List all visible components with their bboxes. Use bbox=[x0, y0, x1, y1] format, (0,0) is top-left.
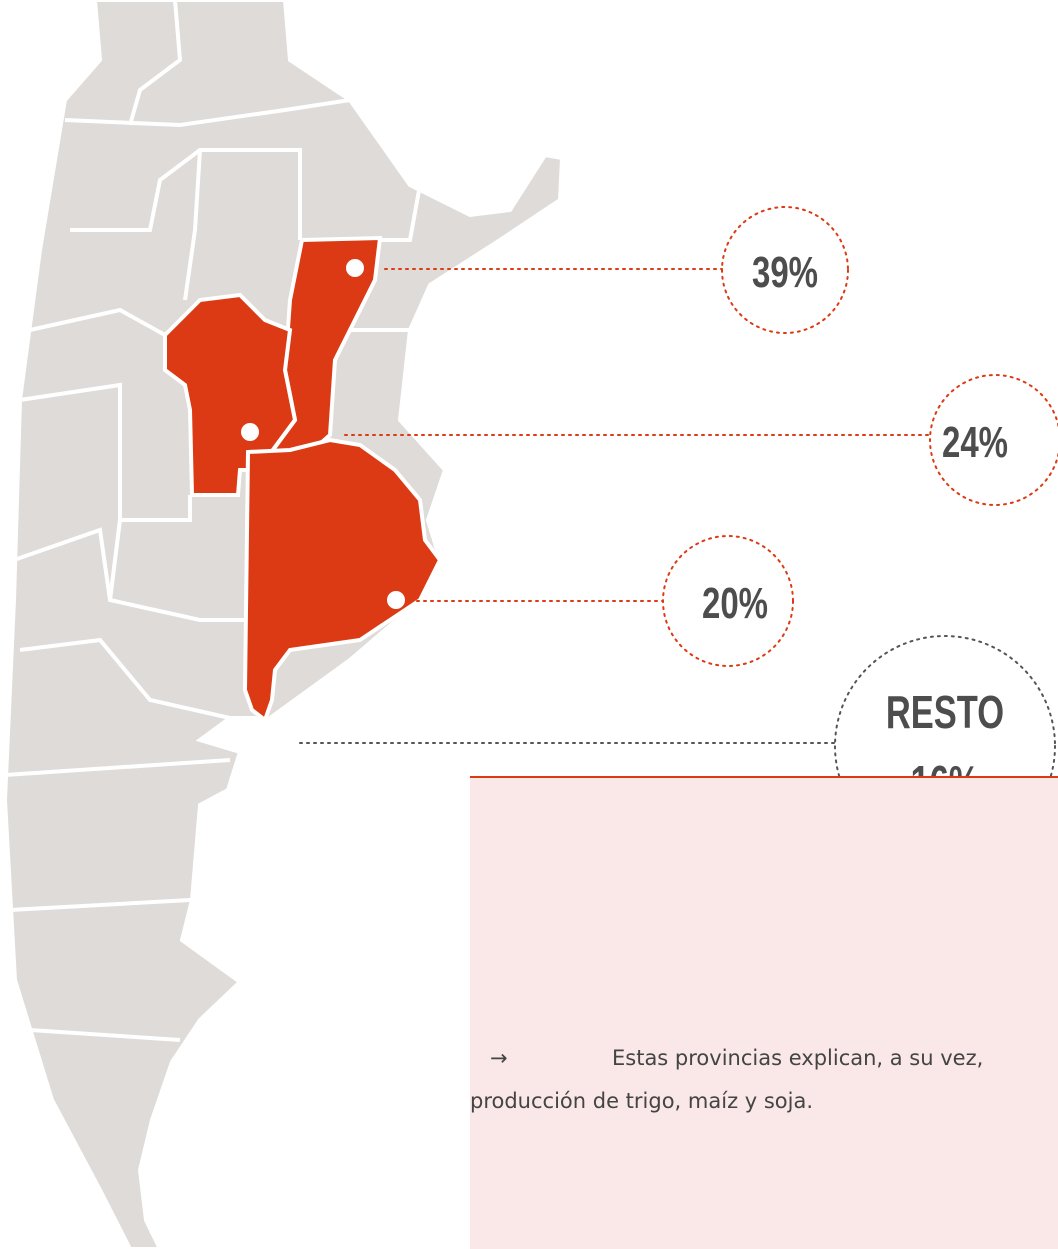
marker bbox=[241, 423, 259, 441]
marker bbox=[387, 591, 405, 609]
callout-title: RESTO bbox=[886, 686, 1004, 738]
leader-lines bbox=[299, 206, 1058, 857]
marker bbox=[346, 259, 364, 277]
callout-circle bbox=[721, 206, 849, 334]
callout-circle bbox=[834, 635, 1056, 857]
callout-circle bbox=[929, 374, 1058, 506]
callout-label: 20% bbox=[702, 580, 768, 629]
highlighted-provinces bbox=[163, 235, 443, 724]
note-arrow: → bbox=[490, 1046, 508, 1070]
note-background bbox=[470, 777, 1058, 1249]
callout-label: 39% bbox=[752, 249, 818, 298]
province-borders bbox=[4, 0, 422, 1042]
callout-label: 24% bbox=[942, 419, 1008, 468]
province-buenos-aires bbox=[242, 437, 443, 724]
note-line: Estas provincias explican, a su vez, bbox=[612, 1046, 983, 1070]
note-line: producción de trigo, maíz y soja. bbox=[470, 1089, 813, 1113]
note-box: → Estas provincias explican, a su vez, p… bbox=[470, 776, 1058, 1249]
country-map bbox=[2, 0, 565, 1249]
callout-circle bbox=[662, 535, 794, 667]
